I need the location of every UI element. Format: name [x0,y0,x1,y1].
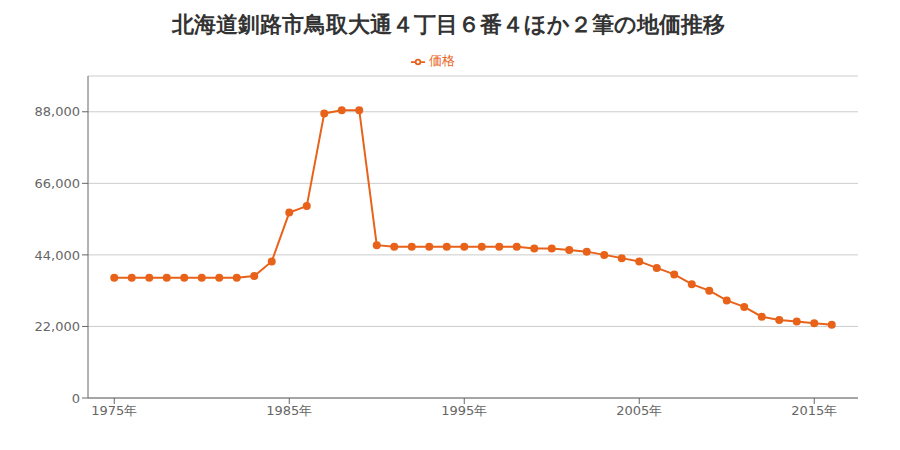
svg-text:66,000: 66,000 [35,176,81,191]
svg-text:22,000: 22,000 [35,319,81,334]
svg-text:88,000: 88,000 [35,104,81,119]
svg-text:1995年: 1995年 [441,403,487,418]
svg-text:1985年: 1985年 [266,403,312,418]
html-text:北海道釧路市鳥取大通４丁目６番４ほか２筆の地価推移: 北海道釧路市鳥取大通４丁目６番４ほか２筆の地価推移 [171,12,725,37]
svg-text:2015年: 2015年 [791,403,837,418]
svg-text:44,000: 44,000 [35,248,81,263]
svg-text:2005年: 2005年 [616,403,662,418]
html-text:価格: 価格 [429,53,455,68]
svg-text:1975年: 1975年 [91,403,137,418]
svg-text:0: 0 [72,391,80,406]
